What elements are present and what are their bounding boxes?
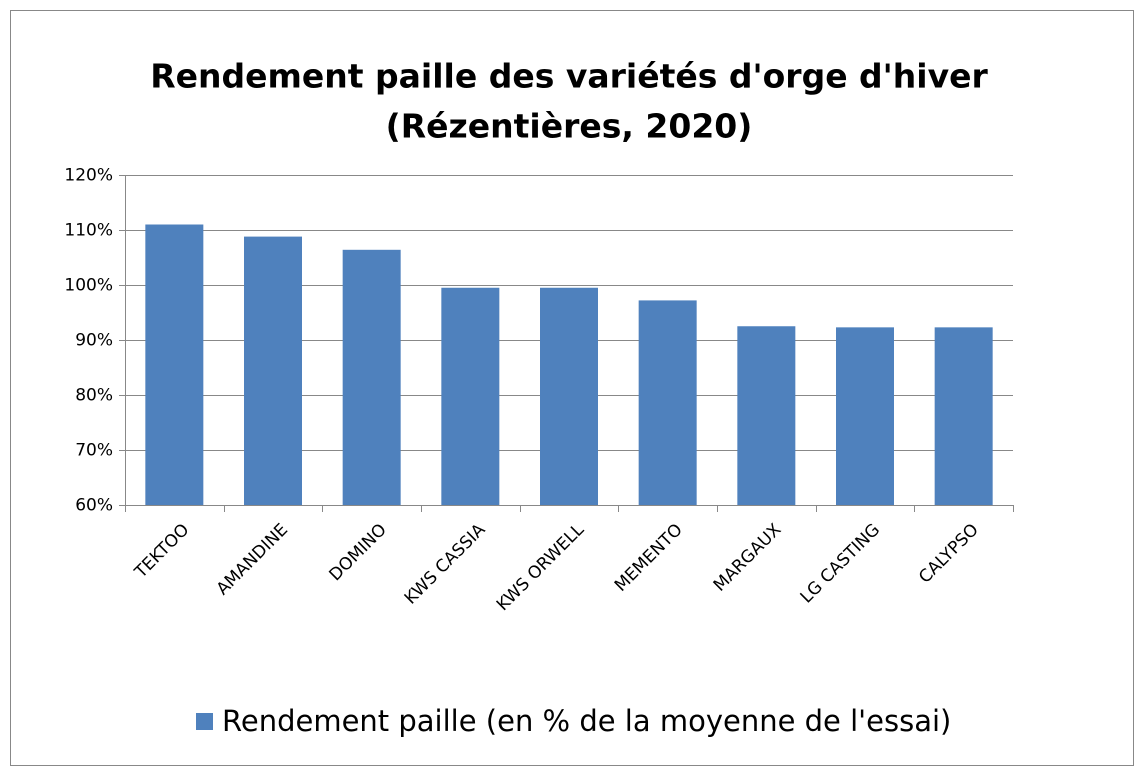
y-tick-label: 110%: [64, 221, 113, 241]
chart-title: (Rézentières, 2020): [386, 107, 753, 146]
y-tick-label: 60%: [75, 496, 113, 516]
bar: [441, 287, 500, 505]
legend-swatch: [196, 713, 213, 730]
bar: [934, 327, 993, 505]
chart-title: Rendement paille des variétés d'orge d'h…: [150, 57, 988, 96]
bar: [737, 326, 796, 505]
bar: [244, 236, 302, 505]
y-tick-label: 80%: [75, 386, 113, 406]
bar: [342, 249, 401, 505]
y-tick-label: 90%: [75, 331, 113, 351]
y-tick-label: 100%: [64, 276, 113, 296]
y-tick-label: 120%: [64, 166, 113, 186]
bar: [540, 287, 598, 505]
bar: [836, 327, 894, 505]
legend-label: Rendement paille (en % de la moyenne de …: [222, 704, 951, 738]
bar: [638, 300, 697, 505]
bar: [145, 224, 204, 505]
y-tick-label: 70%: [75, 441, 113, 461]
